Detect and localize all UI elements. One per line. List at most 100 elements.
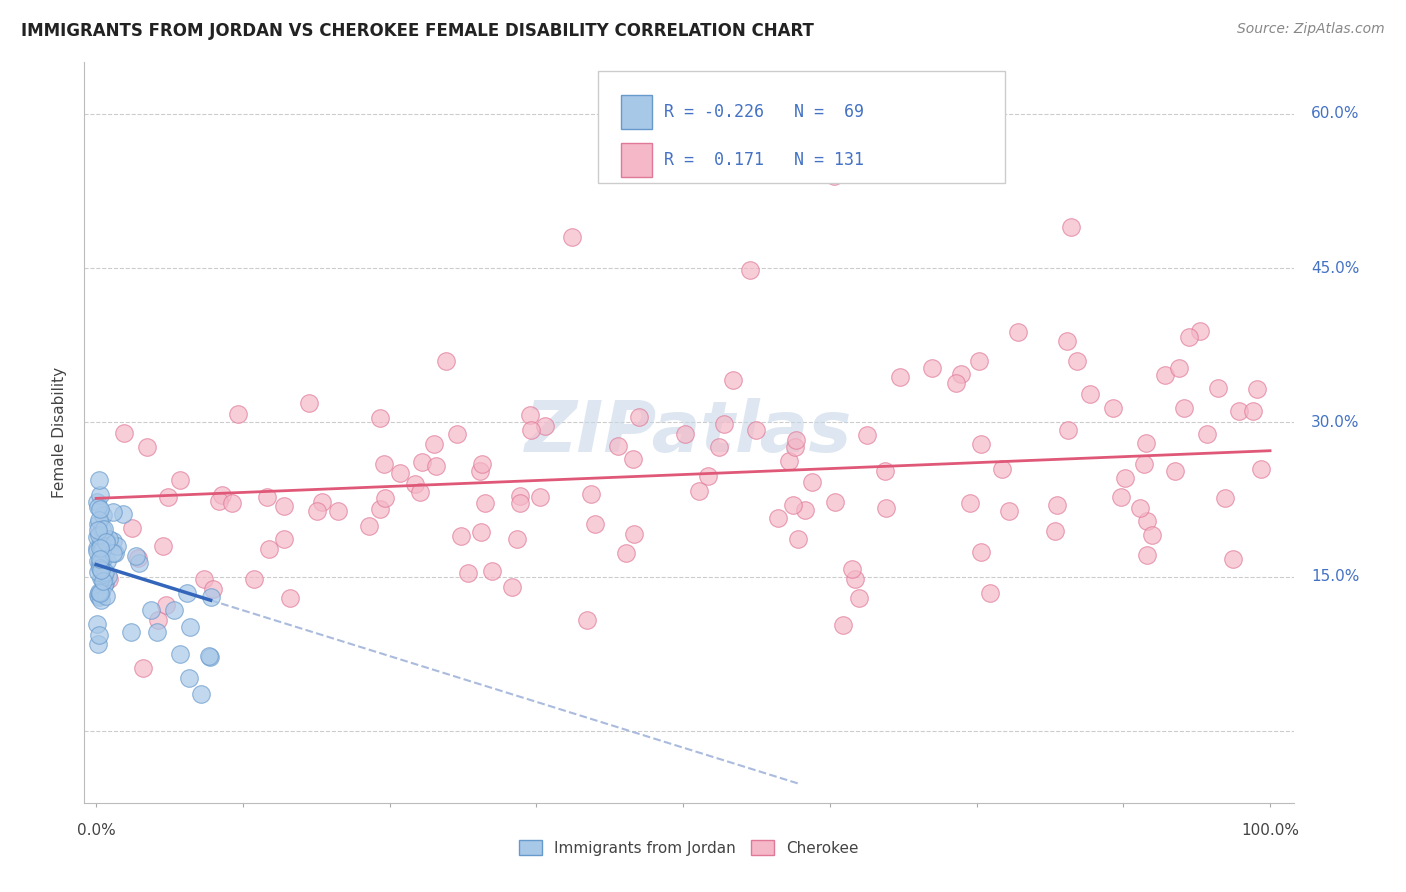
Point (86, 523, 108, 537)
Point (87, 637, 110, 651)
Point (1241, 404, 1264, 418)
Point (90, 562, 112, 576)
Point (388, 466, 411, 480)
Point (1007, 325, 1029, 339)
Point (744, 423, 766, 437)
Point (90, 585, 112, 599)
Text: 45.0%: 45.0% (1312, 260, 1360, 276)
Point (1078, 387, 1101, 401)
Point (94, 565, 117, 579)
Point (1109, 490, 1132, 504)
Point (87, 588, 110, 602)
Point (90, 571, 112, 585)
Point (89, 552, 111, 566)
Point (450, 529, 472, 543)
Point (145, 624, 167, 639)
Point (766, 511, 789, 525)
Point (128, 557, 150, 571)
Point (501, 580, 523, 594)
Point (368, 501, 391, 516)
Point (90, 584, 112, 599)
Y-axis label: Female Disability: Female Disability (52, 367, 67, 499)
Point (945, 376, 967, 390)
Point (1136, 548, 1159, 562)
Point (740, 263, 762, 277)
Point (959, 496, 981, 510)
Point (155, 598, 177, 612)
Point (169, 648, 191, 662)
Point (505, 532, 527, 546)
Point (583, 516, 606, 531)
Point (93, 522, 115, 536)
Point (1168, 360, 1191, 375)
Point (157, 490, 180, 504)
Point (257, 542, 280, 557)
Text: 0.0%: 0.0% (77, 823, 115, 838)
Point (998, 504, 1021, 518)
Point (696, 469, 718, 483)
Point (256, 490, 278, 504)
Point (673, 426, 696, 441)
Point (824, 495, 846, 509)
Point (86, 541, 108, 555)
Point (970, 437, 993, 451)
Text: 60.0%: 60.0% (1312, 106, 1360, 121)
Point (627, 410, 650, 425)
Point (101, 533, 124, 548)
Point (87, 566, 110, 580)
Point (368, 411, 391, 425)
Point (509, 489, 531, 503)
Point (1056, 334, 1078, 348)
Point (121, 521, 143, 535)
Point (1140, 528, 1163, 542)
Point (607, 439, 630, 453)
Point (471, 458, 494, 472)
Point (1173, 401, 1195, 415)
Point (785, 433, 807, 447)
Point (844, 572, 866, 586)
Point (1189, 324, 1212, 338)
Point (198, 650, 221, 665)
Point (1206, 381, 1229, 395)
Point (163, 603, 186, 617)
Text: ZIPatlas: ZIPatlas (526, 398, 852, 467)
Point (509, 496, 531, 510)
Point (534, 419, 557, 434)
Point (561, 230, 583, 244)
Point (120, 625, 142, 640)
Point (875, 464, 897, 478)
Point (1246, 382, 1268, 396)
Point (146, 613, 169, 627)
Point (1066, 354, 1088, 368)
Point (89, 501, 111, 516)
Point (105, 539, 128, 553)
Point (139, 602, 162, 616)
Point (200, 591, 222, 605)
Point (575, 613, 598, 627)
Point (211, 488, 233, 502)
Point (1057, 424, 1080, 438)
Point (89, 556, 111, 570)
Text: R = -0.226   N =  69: R = -0.226 N = 69 (664, 103, 863, 120)
Point (474, 496, 496, 510)
Point (201, 582, 224, 597)
Point (688, 483, 710, 498)
Point (278, 591, 301, 605)
Point (1129, 501, 1152, 516)
Text: 100.0%: 100.0% (1241, 823, 1299, 838)
Point (87, 516, 110, 531)
Point (169, 474, 191, 488)
Point (1178, 330, 1201, 344)
Text: Source: ZipAtlas.com: Source: ZipAtlas.com (1237, 22, 1385, 37)
Point (87, 554, 110, 568)
Point (519, 409, 541, 423)
Point (1132, 457, 1154, 471)
Point (1043, 524, 1066, 538)
Point (89, 513, 111, 527)
Point (152, 539, 174, 553)
Point (411, 455, 433, 469)
Point (623, 527, 645, 541)
Point (457, 566, 479, 580)
Point (800, 475, 823, 490)
Point (90, 536, 112, 550)
